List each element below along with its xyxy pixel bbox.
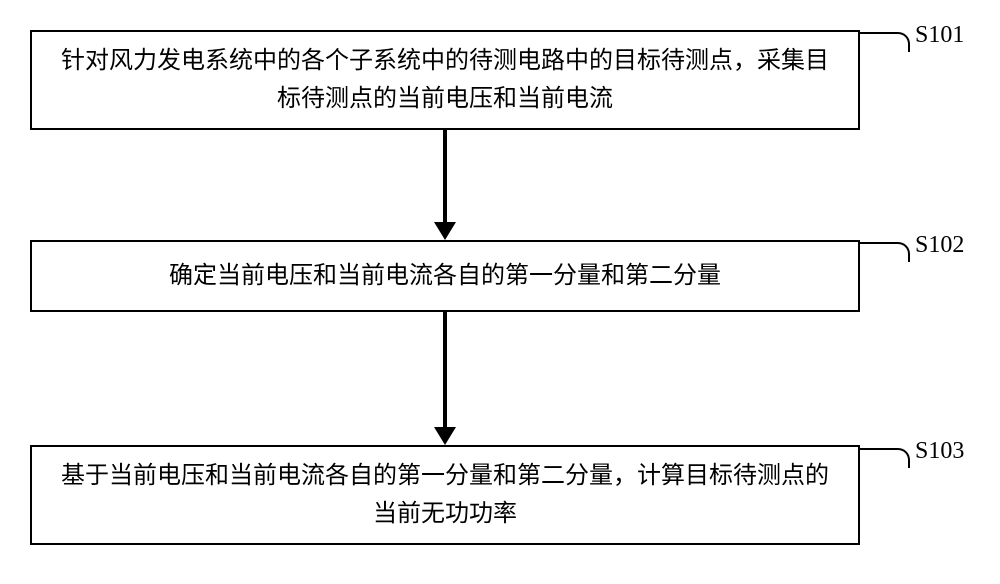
flowchart-step-s103: 基于当前电压和当前电流各自的第一分量和第二分量，计算目标待测点的当前无功功率 (30, 445, 860, 545)
label-leader-s101 (860, 32, 910, 52)
arrow-s102-s103-line (443, 312, 447, 427)
step-text: 确定当前电压和当前电流各自的第一分量和第二分量 (169, 257, 721, 295)
step-text: 针对风力发电系统中的各个子系统中的待测电路中的目标待测点，采集目标待测点的当前电… (52, 42, 838, 119)
step-text: 基于当前电压和当前电流各自的第一分量和第二分量，计算目标待测点的当前无功功率 (52, 457, 838, 534)
step-label-text: S103 (915, 438, 964, 464)
step-label-s102: S102 (915, 232, 964, 259)
label-leader-s102 (860, 242, 910, 262)
flowchart-step-s102: 确定当前电压和当前电流各自的第一分量和第二分量 (30, 240, 860, 312)
step-label-s103: S103 (915, 438, 964, 465)
step-label-s101: S101 (915, 22, 964, 49)
step-label-text: S101 (915, 22, 964, 48)
step-label-text: S102 (915, 232, 964, 258)
arrow-s101-s102-line (443, 130, 447, 225)
flowchart-step-s101: 针对风力发电系统中的各个子系统中的待测电路中的目标待测点，采集目标待测点的当前电… (30, 30, 860, 130)
flowchart-container: 针对风力发电系统中的各个子系统中的待测电路中的目标待测点，采集目标待测点的当前电… (0, 0, 1000, 584)
label-leader-s103 (860, 448, 910, 468)
arrow-s102-s103-head (434, 427, 456, 445)
arrow-s101-s102-head (434, 222, 456, 240)
